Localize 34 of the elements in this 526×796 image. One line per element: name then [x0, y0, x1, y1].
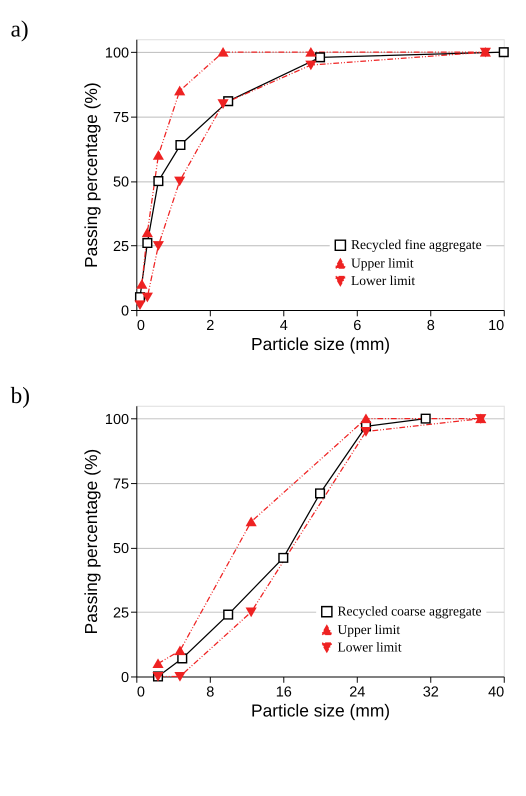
y-tick-label: 75 — [112, 476, 130, 492]
y-tick-label: 25 — [112, 605, 130, 622]
x-tick-label: 2 — [206, 318, 214, 334]
x-axis-title: Particle size (mm) — [250, 700, 390, 721]
y-axis-title: Passing percentage (%) — [81, 82, 102, 268]
legend-label: Upper limit — [337, 622, 400, 637]
x-tick-label: 6 — [353, 318, 362, 334]
x-tick-label: 0 — [136, 684, 145, 700]
x-tick-label: 16 — [276, 684, 292, 700]
x-tick-label: 4 — [280, 318, 288, 334]
legend-label: Recycled fine aggregate — [350, 237, 482, 252]
y-axis-title: Passing percentage (%) — [81, 448, 102, 634]
x-tick-label: 24 — [349, 684, 366, 700]
y-tick-label: 25 — [112, 238, 130, 255]
legend-label: Upper limit — [350, 255, 414, 270]
y-tick-label: 75 — [112, 110, 130, 126]
chart-title: b) — [10, 382, 30, 409]
y-tick-label: 100 — [104, 412, 130, 428]
legend-label: Lower limit — [337, 639, 402, 654]
x-tick-label: 10 — [488, 318, 504, 334]
x-axis-title: Particle size (mm) — [250, 334, 390, 354]
x-tick-label: 8 — [426, 318, 435, 334]
y-tick-label: 100 — [104, 45, 130, 62]
y-tick-label: 0 — [121, 303, 130, 320]
y-tick-label: 0 — [121, 670, 130, 686]
chart-title: a) — [10, 16, 29, 42]
x-tick-label: 0 — [136, 318, 145, 334]
y-tick-label: 50 — [112, 174, 130, 190]
legend-label: Recycled coarse aggregate — [337, 604, 482, 619]
x-tick-label: 8 — [206, 684, 214, 700]
legend-label: Lower limit — [350, 272, 416, 288]
x-tick-label: 32 — [422, 684, 439, 700]
x-tick-label: 40 — [488, 684, 504, 700]
y-tick-label: 50 — [112, 540, 130, 557]
